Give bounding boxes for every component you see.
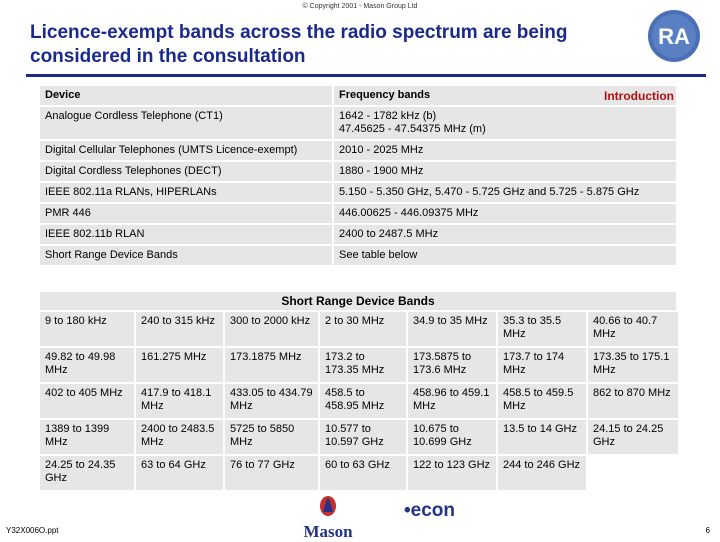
- ra-logo-text: RA: [658, 24, 690, 49]
- frequency-cell: 5.150 - 5.350 GHz, 5.470 - 5.725 GHz and…: [334, 183, 676, 202]
- srd-cell: 458.5 to 458.95 MHz: [320, 384, 406, 418]
- device-table: Device Frequency bands Analogue Cordless…: [40, 86, 676, 267]
- srd-cell: 173.7 to 174 MHz: [498, 348, 586, 382]
- mason-logo-text: Mason: [303, 522, 353, 541]
- device-cell: Short Range Device Bands: [40, 246, 332, 265]
- table-row: IEEE 802.11b RLAN 2400 to 2487.5 MHz: [40, 225, 676, 244]
- srd-row: 24.25 to 24.35 GHz 63 to 64 GHz 76 to 77 G…: [40, 456, 714, 490]
- srd-cell: 24.25 to 24.35 GHz: [40, 456, 134, 490]
- frequency-cell: 2400 to 2487.5 MHz: [334, 225, 676, 244]
- device-cell: IEEE 802.11b RLAN: [40, 225, 332, 244]
- device-cell: Analogue Cordless Telephone (CT1): [40, 107, 332, 139]
- table-row: Analogue Cordless Telephone (CT1) 1642 - …: [40, 107, 676, 139]
- device-cell: Digital Cellular Telephones (UMTS Licenc…: [40, 141, 332, 160]
- srd-row: 49.82 to 49.98 MHz 161.275 MHz 173.1875 MH…: [40, 348, 714, 382]
- mason-emblem-icon: [320, 496, 336, 516]
- srd-cell: 60 to 63 GHz: [320, 456, 406, 490]
- table-header-row: Device Frequency bands: [40, 86, 676, 105]
- device-cell: Digital Cordless Telephones (DECT): [40, 162, 332, 181]
- srd-cell: 24.15 to 24.25 GHz: [588, 420, 678, 454]
- table-row: Digital Cellular Telephones (UMTS Licenc…: [40, 141, 676, 160]
- srd-cell: 2 to 30 MHz: [320, 312, 406, 346]
- srd-cell: 5725 to 5850 MHz: [225, 420, 318, 454]
- srd-cell: 244 to 246 GHz: [498, 456, 586, 490]
- ra-logo: RA: [648, 10, 700, 62]
- srd-cell: 173.5875 to 173.6 MHz: [408, 348, 496, 382]
- srd-cell: 862 to 870 MHz: [588, 384, 678, 418]
- file-code: Y32X006O.ppt: [6, 526, 59, 535]
- copyright-notice: © Copyright 2001 - Mason Group Ltd: [302, 3, 418, 10]
- srd-table: 9 to 180 kHz 240 to 315 kHz 300 to 2000 kH…: [40, 312, 714, 492]
- srd-cell: 173.35 to 175.1 MHz: [588, 348, 678, 382]
- srd-cell: 2400 to 2483.5 MHz: [136, 420, 223, 454]
- srd-cell: 9 to 180 kHz: [40, 312, 134, 346]
- frequency-cell: 1880 - 1900 MHz: [334, 162, 676, 181]
- srd-cell: 34.9 to 35 MHz: [408, 312, 496, 346]
- frequency-cell: 1642 - 1782 kHz (b) 47.45625 - 47.54375 …: [334, 107, 676, 139]
- device-cell: PMR 446: [40, 204, 332, 223]
- srd-cell: 417.9 to 418.1 MHz: [136, 384, 223, 418]
- srd-cell: 173.1875 MHz: [225, 348, 318, 382]
- srd-cell: 35.3 to 35.5 MHz: [498, 312, 586, 346]
- srd-cell: 40.66 to 40.7 MHz: [588, 312, 678, 346]
- srd-cell: 122 to 123 GHz: [408, 456, 496, 490]
- table-row: PMR 446 446.00625 - 446.09375 MHz: [40, 204, 676, 223]
- srd-cell: 63 to 64 GHz: [136, 456, 223, 490]
- header-frequency: Frequency bands: [334, 86, 676, 105]
- srd-cell: 240 to 315 kHz: [136, 312, 223, 346]
- page-number: 6: [705, 526, 710, 535]
- introduction-link[interactable]: Introduction: [604, 89, 674, 103]
- slide-title: Licence-exempt bands across the radio sp…: [30, 22, 568, 67]
- srd-cell: 173.2 to 173.35 MHz: [320, 348, 406, 382]
- table-row: IEEE 802.11a RLANs, HIPERLANs 5.150 - 5.3…: [40, 183, 676, 202]
- srd-cell: 49.82 to 49.98 MHz: [40, 348, 134, 382]
- srd-cell: 161.275 MHz: [136, 348, 223, 382]
- srd-cell: 300 to 2000 kHz: [225, 312, 318, 346]
- frequency-cell: 2010 - 2025 MHz: [334, 141, 676, 160]
- srd-cell: 13.5 to 14 GHz: [498, 420, 586, 454]
- frequency-cell: 446.00625 - 446.09375 MHz: [334, 204, 676, 223]
- srd-cell: 458.5 to 459.5 MHz: [498, 384, 586, 418]
- srd-cell: 10.577 to 10.597 GHz: [320, 420, 406, 454]
- srd-cell: [588, 456, 678, 490]
- table-row: Digital Cordless Telephones (DECT) 1880 -…: [40, 162, 676, 181]
- srd-row: 9 to 180 kHz 240 to 315 kHz 300 to 2000 kH…: [40, 312, 714, 346]
- srd-cell: 402 to 405 MHz: [40, 384, 134, 418]
- title-divider: [26, 74, 706, 77]
- srd-row: 402 to 405 MHz 417.9 to 418.1 MHz 433.05 t…: [40, 384, 714, 418]
- econ-logo: •econ: [404, 500, 455, 521]
- mason-logo: Mason: [296, 495, 360, 541]
- header-frequency-label: Frequency bands: [339, 89, 431, 101]
- srd-cell: 10.675 to 10.699 GHz: [408, 420, 496, 454]
- srd-cell: 76 to 77 GHz: [225, 456, 318, 490]
- srd-cell: 458.96 to 459.1 MHz: [408, 384, 496, 418]
- header-device: Device: [40, 86, 332, 105]
- frequency-cell: See table below: [334, 246, 676, 265]
- srd-cell: 433.05 to 434.79 MHz: [225, 384, 318, 418]
- srd-cell: 1389 to 1399 MHz: [40, 420, 134, 454]
- srd-table-title: Short Range Device Bands: [40, 292, 676, 310]
- table-row: Short Range Device Bands See table below: [40, 246, 676, 265]
- device-cell: IEEE 802.11a RLANs, HIPERLANs: [40, 183, 332, 202]
- srd-row: 1389 to 1399 MHz 2400 to 2483.5 MHz 5725 t…: [40, 420, 714, 454]
